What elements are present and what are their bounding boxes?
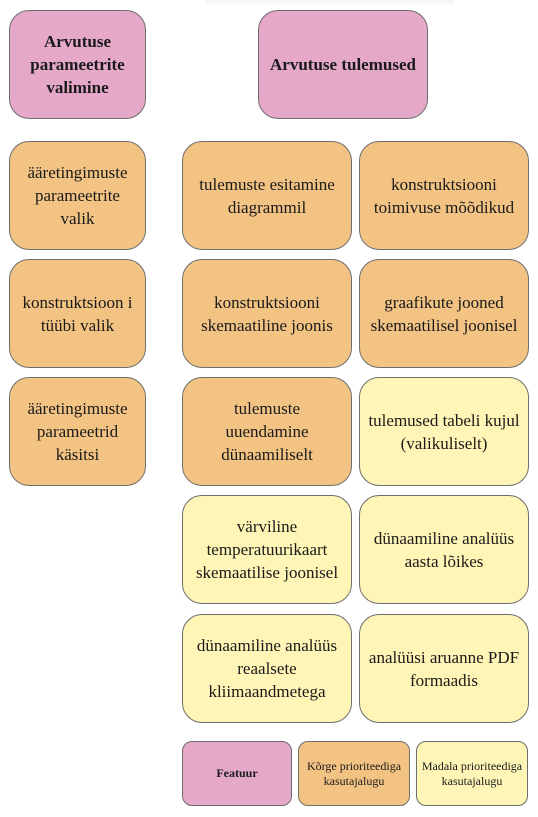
legend-low-priority: Madala prioriteediga kasutajalugu [416,741,528,806]
story-label: ääretingimuste parameetrite valik [27,163,128,228]
story-yearly-dynamic-analysis: dünaamiline analüüs aasta lõikes [359,495,529,604]
feature-parameter-selection: Arvutuse parameetrite valimine [9,10,146,119]
story-dynamic-results-update: tulemuste uuendamine dünaamiliselt [182,377,352,486]
story-results-diagram: tulemuste esitamine diagrammil [182,141,352,250]
story-pdf-report: analüüsi aruanne PDF formaadis [359,614,529,723]
story-boundary-params-selection: ääretingimuste parameetrite valik [9,141,146,250]
feature-parameter-selection-label: Arvutuse parameetrite valimine [30,32,125,97]
feature-calculation-results-label: Arvutuse tulemused [270,55,416,74]
story-label: analüüsi aruanne PDF formaadis [368,647,520,690]
story-performance-metrics: konstruktsiooni toimivuse mõõdikud [359,141,529,250]
story-label: värviline temperatuurikaart skemaatilise… [195,517,339,582]
legend-feature: Featuur [182,741,292,806]
story-label: konstruktsiooni skemaatiline joonis [201,292,333,335]
story-label: dünaamiline analüüs reaalsete kliimaandm… [196,636,338,701]
story-label: graafikute jooned skemaatilisel joonisel [370,292,518,335]
story-label: konstruktsiooni toimivuse mõõdikud [373,174,515,217]
story-label: ääretingimuste parameetrid käsitsi [27,399,128,464]
top-edge-shadow [205,0,453,6]
legend-high-priority-label: Kõrge prioriteediga kasutajalugu [306,758,402,788]
legend-feature-label: Featuur [216,766,258,780]
story-label: tulemused tabeli kujul (valikuliselt) [368,410,520,453]
story-schematic-drawing: konstruktsiooni skemaatiline joonis [182,259,352,368]
story-construction-type-selection: konstruktsioon i tüübi valik [9,259,146,368]
story-temperature-heatmap: värviline temperatuurikaart skemaatilise… [182,495,352,604]
story-climate-data-analysis: dünaamiline analüüs reaalsete kliimaandm… [182,614,352,723]
story-label: tulemuste uuendamine dünaamiliselt [221,399,313,464]
story-label: tulemuste esitamine diagrammil [199,174,335,217]
story-results-table: tulemused tabeli kujul (valikuliselt) [359,377,529,486]
story-graph-lines-on-schematic: graafikute jooned skemaatilisel joonisel [359,259,529,368]
story-label: dünaamiline analüüs aasta lõikes [373,528,515,571]
story-label: konstruktsioon i tüübi valik [22,292,133,335]
story-boundary-params-manual: ääretingimuste parameetrid käsitsi [9,377,146,486]
feature-calculation-results: Arvutuse tulemused [258,10,428,119]
legend-low-priority-label: Madala prioriteediga kasutajalugu [421,758,523,788]
legend-high-priority: Kõrge prioriteediga kasutajalugu [298,741,410,806]
